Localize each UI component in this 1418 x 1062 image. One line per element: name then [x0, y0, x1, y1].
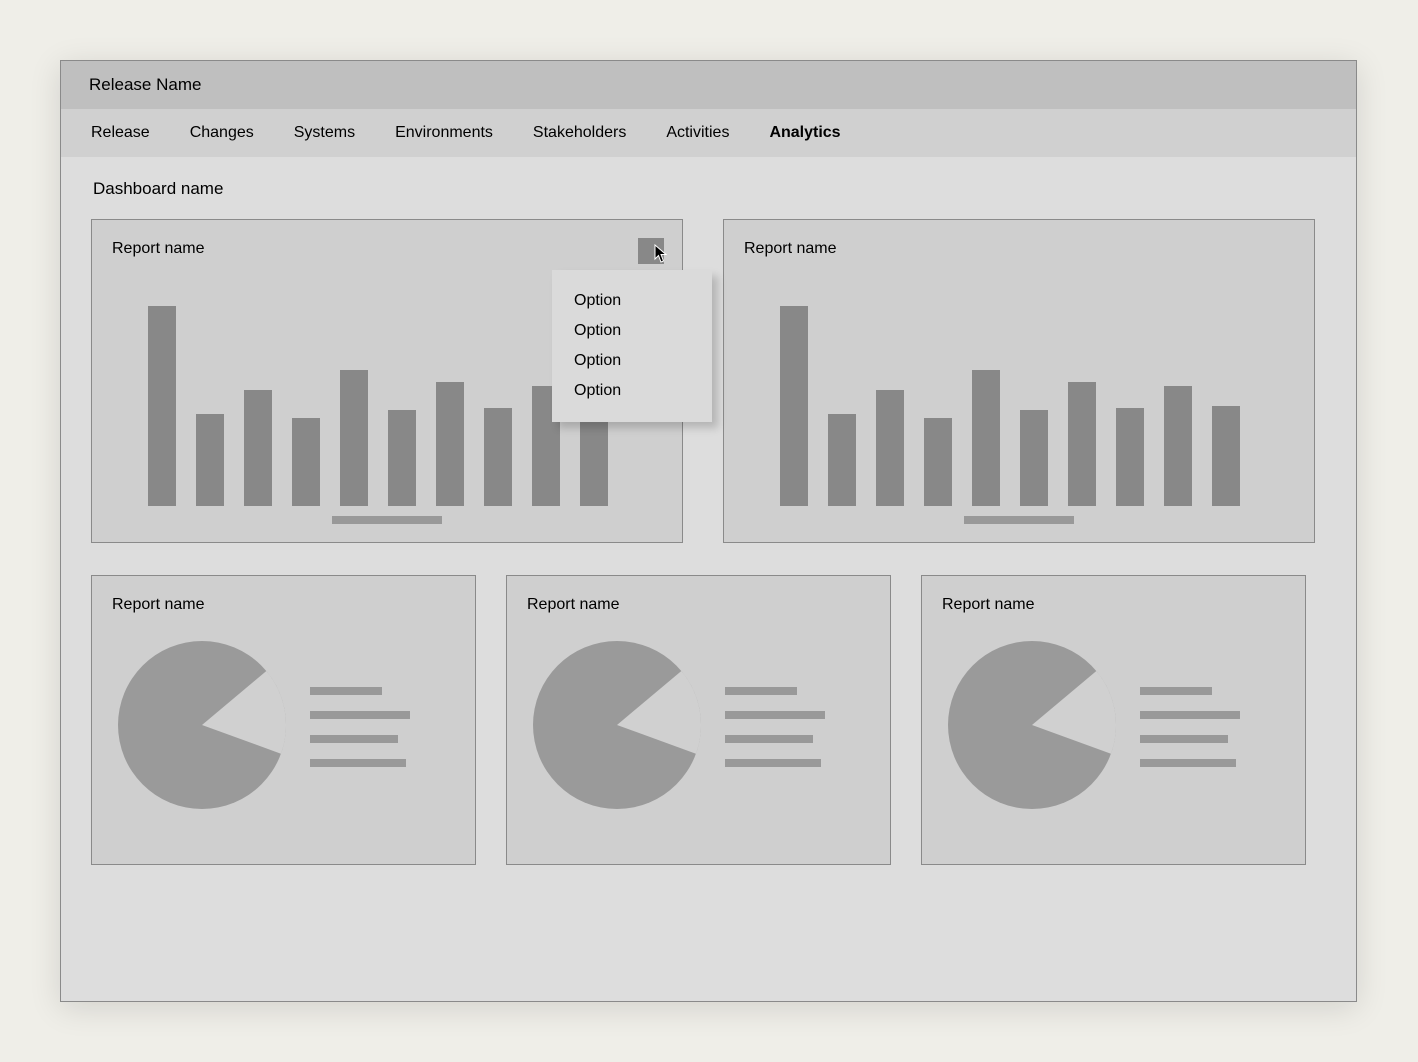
content-area: Dashboard name Report nameOptionOptionOp…: [61, 157, 1356, 895]
report-title: Report name: [527, 596, 870, 614]
bar: [148, 306, 176, 506]
bar: [484, 408, 512, 506]
report-title: Report name: [112, 596, 455, 614]
bar: [780, 306, 808, 506]
bar: [196, 414, 224, 506]
bar-report-card: Report nameOptionOptionOptionOption: [91, 219, 683, 543]
bar-chart: [780, 306, 1240, 506]
titlebar: Release Name: [61, 61, 1356, 109]
bar-report-card: Report name: [723, 219, 1315, 543]
pie-body: [942, 614, 1285, 840]
tab-activities[interactable]: Activities: [646, 109, 749, 157]
legend-item-placeholder: [310, 687, 382, 695]
tab-stakeholders[interactable]: Stakeholders: [513, 109, 646, 157]
tab-changes[interactable]: Changes: [170, 109, 274, 157]
bar: [1164, 386, 1192, 506]
bar-chart: [148, 306, 608, 506]
legend-item-placeholder: [1140, 759, 1236, 767]
legend-item-placeholder: [1140, 687, 1212, 695]
x-axis-label-placeholder: [964, 516, 1074, 524]
bar: [924, 418, 952, 506]
bar-charts-row: Report nameOptionOptionOptionOptionRepor…: [91, 219, 1326, 543]
tab-environments[interactable]: Environments: [375, 109, 513, 157]
pie-body: [527, 614, 870, 840]
bar: [972, 370, 1000, 506]
bar: [828, 414, 856, 506]
legend-item-placeholder: [1140, 711, 1240, 719]
bar: [1116, 408, 1144, 506]
dropdown-option[interactable]: Option: [552, 286, 712, 316]
pie-body: [112, 614, 455, 840]
bar: [388, 410, 416, 506]
bar: [436, 382, 464, 506]
report-options-dropdown: OptionOptionOptionOption: [552, 270, 712, 422]
pie-chart: [533, 641, 701, 809]
pie-charts-row: Report name Report name Report name: [91, 575, 1326, 865]
dropdown-option[interactable]: Option: [552, 316, 712, 346]
report-title: Report name: [942, 596, 1285, 614]
report-title: Report name: [744, 240, 1294, 258]
legend-item-placeholder: [725, 711, 825, 719]
pie-legend: [1140, 687, 1250, 767]
tab-release[interactable]: Release: [71, 109, 170, 157]
bar: [244, 390, 272, 506]
pie-report-card: Report name: [91, 575, 476, 865]
report-title: Report name: [112, 240, 662, 258]
bar: [1020, 410, 1048, 506]
pie-svg-wrap: [118, 641, 286, 814]
window-title: Release Name: [89, 75, 201, 95]
tab-analytics[interactable]: Analytics: [749, 109, 860, 157]
pie-report-card: Report name: [506, 575, 891, 865]
legend-item-placeholder: [725, 735, 813, 743]
bar: [1212, 406, 1240, 506]
pie-chart: [118, 641, 286, 809]
legend-item-placeholder: [310, 711, 410, 719]
pie-legend: [310, 687, 420, 767]
app-window: Release Name ReleaseChangesSystemsEnviro…: [60, 60, 1357, 1002]
pie-legend: [725, 687, 835, 767]
legend-item-placeholder: [310, 735, 398, 743]
legend-item-placeholder: [725, 687, 797, 695]
legend-item-placeholder: [310, 759, 406, 767]
legend-item-placeholder: [1140, 735, 1228, 743]
pie-report-card: Report name: [921, 575, 1306, 865]
dropdown-option[interactable]: Option: [552, 346, 712, 376]
dashboard-title: Dashboard name: [91, 179, 1326, 199]
bar: [876, 390, 904, 506]
x-axis-label-placeholder: [332, 516, 442, 524]
pie-svg-wrap: [948, 641, 1116, 814]
dropdown-option[interactable]: Option: [552, 376, 712, 406]
bar: [340, 370, 368, 506]
legend-item-placeholder: [725, 759, 821, 767]
tabbar: ReleaseChangesSystemsEnvironmentsStakeho…: [61, 109, 1356, 157]
pie-chart: [948, 641, 1116, 809]
bar: [292, 418, 320, 506]
report-menu-button[interactable]: [638, 238, 664, 264]
tab-systems[interactable]: Systems: [274, 109, 375, 157]
pie-svg-wrap: [533, 641, 701, 814]
bar: [1068, 382, 1096, 506]
